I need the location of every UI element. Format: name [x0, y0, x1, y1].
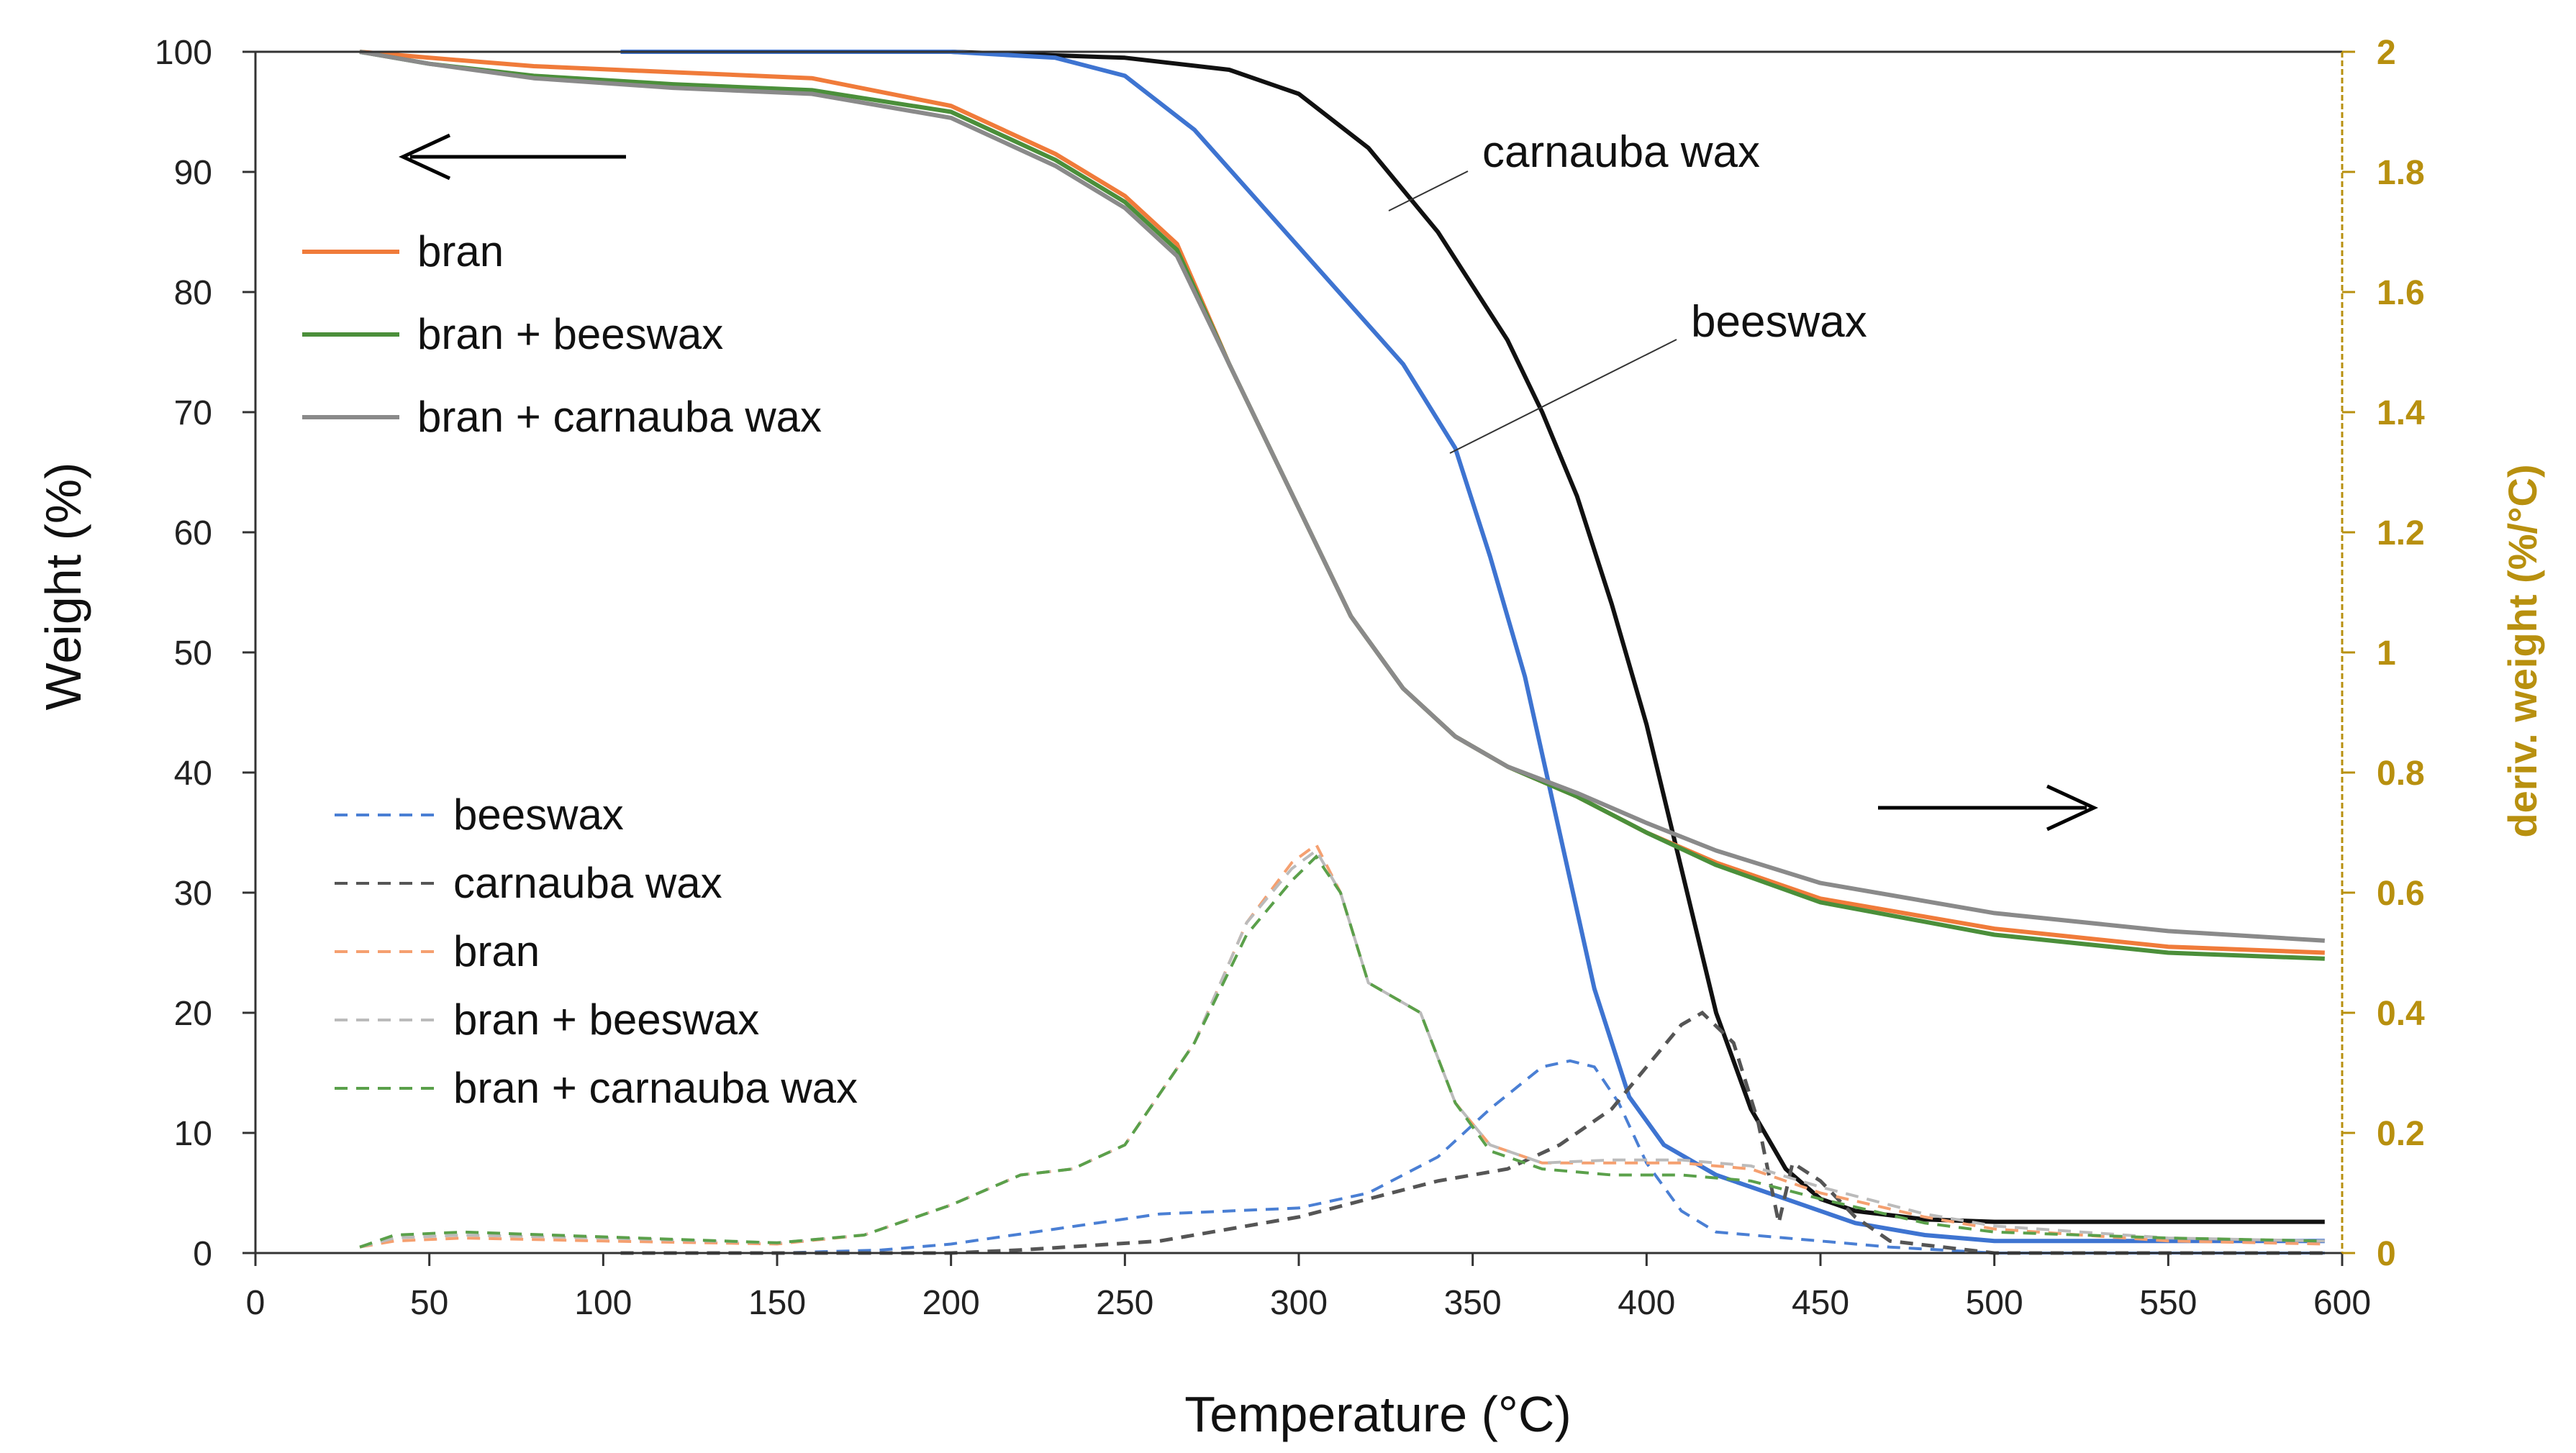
- y-right-tick-label: 0.6: [2377, 875, 2425, 913]
- y-left-tick-label: 0: [193, 1235, 212, 1273]
- x-tick-label: 150: [748, 1284, 806, 1322]
- deriv-line-carnauba-wax: [620, 1010, 2325, 1255]
- x-tick-label: 100: [574, 1284, 632, 1322]
- x-tick-label: 400: [1618, 1284, 1675, 1322]
- legend-label: bran + carnauba wax: [417, 393, 822, 441]
- x-tick-label: 0: [246, 1284, 266, 1322]
- annotation-carnauba-leader: [1388, 170, 1469, 211]
- y-right-tick-label: 1: [2377, 634, 2396, 673]
- y-right-tick-label: 0.2: [2377, 1115, 2425, 1153]
- y-left-tick-label: 70: [174, 394, 212, 432]
- x-tick-label: 600: [2313, 1284, 2371, 1322]
- x-tick-label: 350: [1444, 1284, 1502, 1322]
- left-axis-arrow-icon: [399, 133, 626, 181]
- weight-line-bran-carnauba-wax: [359, 50, 2325, 943]
- x-tick-label: 300: [1270, 1284, 1328, 1322]
- y-left-tick-label: 50: [174, 634, 212, 673]
- y-left-tick-label: 90: [174, 154, 212, 192]
- legend-label: bran: [453, 927, 540, 975]
- y-right-tick-label: 2: [2377, 34, 2396, 72]
- x-axis-title: Temperature (°C): [1184, 1386, 1572, 1442]
- x-tick-label: 500: [1966, 1284, 2023, 1322]
- y-left-tick-label: 10: [174, 1115, 212, 1153]
- x-tick-label: 250: [1096, 1284, 1153, 1322]
- legend-dashed: beeswax carnauba wax bran bran + beeswax bra…: [335, 791, 858, 1112]
- weight-line-carnauba-wax: [620, 50, 2325, 1224]
- x-tick-label: 550: [2139, 1284, 2197, 1322]
- y-right-tick-label: 1.2: [2377, 514, 2425, 552]
- axes-group: 0 50 100 150 200 250 300 350 400 450 500 550 6000102…: [155, 34, 2425, 1322]
- x-tick-label: 50: [410, 1284, 448, 1322]
- legend-label: bran: [417, 227, 504, 275]
- y-right-tick-label: 0: [2377, 1235, 2396, 1273]
- y-right-tick-label: 1.8: [2377, 154, 2425, 192]
- y-right-tick-label: 0.8: [2377, 755, 2425, 793]
- x-tick-label: 200: [922, 1284, 980, 1322]
- deriv-line-bran-carnauba-wax: [359, 854, 2325, 1249]
- y-left-tick-label: 20: [174, 995, 212, 1033]
- right-axis-arrow-icon: [1878, 784, 2098, 832]
- y-right-tick-label: 1.4: [2377, 394, 2425, 432]
- weight-line-beeswax: [620, 50, 2325, 1244]
- y-left-tick-label: 60: [174, 514, 212, 552]
- y-left-tick-label: 30: [174, 875, 212, 913]
- weight-series-group: [359, 50, 2325, 1244]
- y-right-tick-label: 0.4: [2377, 995, 2425, 1033]
- y-right-tick-label: 1.6: [2377, 274, 2425, 312]
- deriv-line-beeswax: [620, 1059, 2325, 1254]
- legend-label: bran + carnauba wax: [453, 1064, 858, 1112]
- legend-label: bran + beeswax: [417, 310, 723, 358]
- x-tick-label: 450: [1792, 1284, 1849, 1322]
- y-axis-right-title: deriv. weight (%/°C): [2500, 464, 2545, 837]
- y-left-tick-label: 100: [155, 34, 212, 72]
- annotation-beeswax-label: beeswax: [1691, 297, 1867, 347]
- deriv-series-group: [359, 842, 2325, 1255]
- legend-label: beeswax: [453, 791, 624, 839]
- y-axis-left-title: Weight (%): [35, 463, 91, 711]
- annotation-carnauba-label: carnauba wax: [1482, 127, 1760, 177]
- legend-label: bran + beeswax: [453, 996, 759, 1044]
- y-left-tick-label: 80: [174, 274, 212, 312]
- legend-label: carnauba wax: [453, 859, 722, 907]
- y-left-tick-label: 40: [174, 755, 212, 793]
- annotation-beeswax-leader: [1449, 339, 1677, 454]
- legend-solid: bran bran + beeswax bran + carnauba wax: [302, 227, 822, 441]
